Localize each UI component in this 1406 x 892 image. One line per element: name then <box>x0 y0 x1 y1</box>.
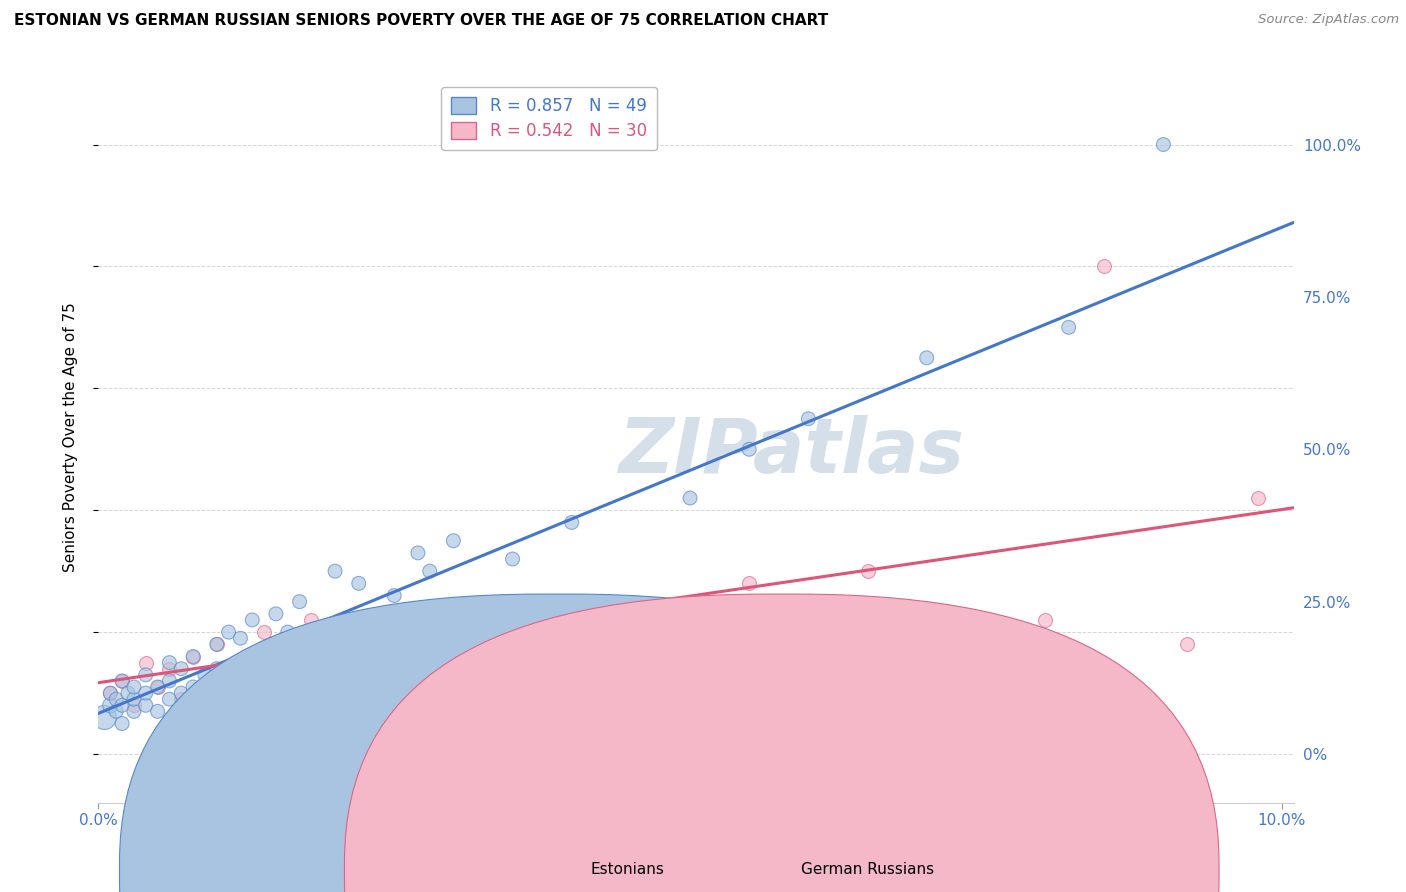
Point <box>98 698 121 713</box>
Point <box>98 686 121 700</box>
Point <box>856 564 879 578</box>
Point <box>1092 260 1115 274</box>
Text: ESTONIAN VS GERMAN RUSSIAN SENIORS POVERTY OVER THE AGE OF 75 CORRELATION CHART: ESTONIAN VS GERMAN RUSSIAN SENIORS POVER… <box>14 13 828 29</box>
Point <box>205 637 228 651</box>
Point <box>135 698 157 713</box>
Point <box>797 613 820 627</box>
Point <box>229 632 252 646</box>
Point <box>679 625 702 640</box>
Point <box>98 686 121 700</box>
Point <box>347 619 370 633</box>
Point <box>135 667 157 681</box>
Point <box>323 632 346 646</box>
Point <box>277 625 299 640</box>
Point <box>441 533 464 548</box>
Point <box>1057 320 1080 334</box>
Point <box>181 649 204 664</box>
Point <box>406 546 429 560</box>
Point <box>218 625 240 640</box>
Point <box>170 662 193 676</box>
Point <box>419 625 441 640</box>
Point <box>105 705 128 719</box>
Point <box>299 613 322 627</box>
Point <box>620 594 643 608</box>
Point <box>111 673 134 688</box>
Point <box>513 716 536 731</box>
Point <box>205 637 228 651</box>
Point <box>170 686 193 700</box>
Point <box>382 589 405 603</box>
Y-axis label: Seniors Poverty Over the Age of 75: Seniors Poverty Over the Age of 75 <box>63 302 77 572</box>
Point <box>157 656 180 670</box>
Text: ZIPatlas: ZIPatlas <box>619 415 965 489</box>
Point <box>135 686 157 700</box>
Point <box>1175 637 1198 651</box>
Point <box>122 705 145 719</box>
Text: Source: ZipAtlas.com: Source: ZipAtlas.com <box>1258 13 1399 27</box>
Point <box>181 680 204 694</box>
Point <box>738 576 761 591</box>
Point <box>122 698 145 713</box>
Point <box>146 705 169 719</box>
Point <box>583 698 606 713</box>
Point <box>253 625 276 640</box>
Point <box>419 564 441 578</box>
Point <box>93 710 115 724</box>
Point <box>915 613 938 627</box>
Point <box>583 619 606 633</box>
Point <box>157 662 180 676</box>
Point <box>537 632 560 646</box>
Point <box>135 656 157 670</box>
Text: Estonians: Estonians <box>591 863 665 877</box>
Point <box>1247 491 1270 505</box>
Point <box>157 692 180 706</box>
Text: German Russians: German Russians <box>801 863 935 877</box>
Point <box>561 516 583 530</box>
Point <box>105 692 128 706</box>
Point <box>111 698 134 713</box>
Point <box>264 607 287 621</box>
Point <box>157 673 180 688</box>
Point <box>122 692 145 706</box>
Legend: R = 0.857   N = 49, R = 0.542   N = 30: R = 0.857 N = 49, R = 0.542 N = 30 <box>441 87 657 150</box>
Point <box>117 686 139 700</box>
Point <box>465 613 488 627</box>
Point <box>205 662 228 676</box>
Point <box>288 594 311 608</box>
Point <box>323 564 346 578</box>
Point <box>1033 613 1056 627</box>
Point <box>915 351 938 365</box>
Point <box>170 692 193 706</box>
Point <box>240 613 263 627</box>
Point <box>382 607 405 621</box>
Point <box>111 716 134 731</box>
Point <box>194 667 217 681</box>
Point <box>277 643 299 657</box>
Point <box>146 680 169 694</box>
Point <box>1152 137 1174 152</box>
Point <box>111 673 134 688</box>
Point <box>738 442 761 457</box>
Point <box>229 667 252 681</box>
Point <box>797 412 820 426</box>
Point <box>146 680 169 694</box>
Point <box>122 680 145 694</box>
Point <box>502 552 524 566</box>
Point <box>679 491 702 505</box>
Point <box>181 649 204 664</box>
Point <box>347 576 370 591</box>
